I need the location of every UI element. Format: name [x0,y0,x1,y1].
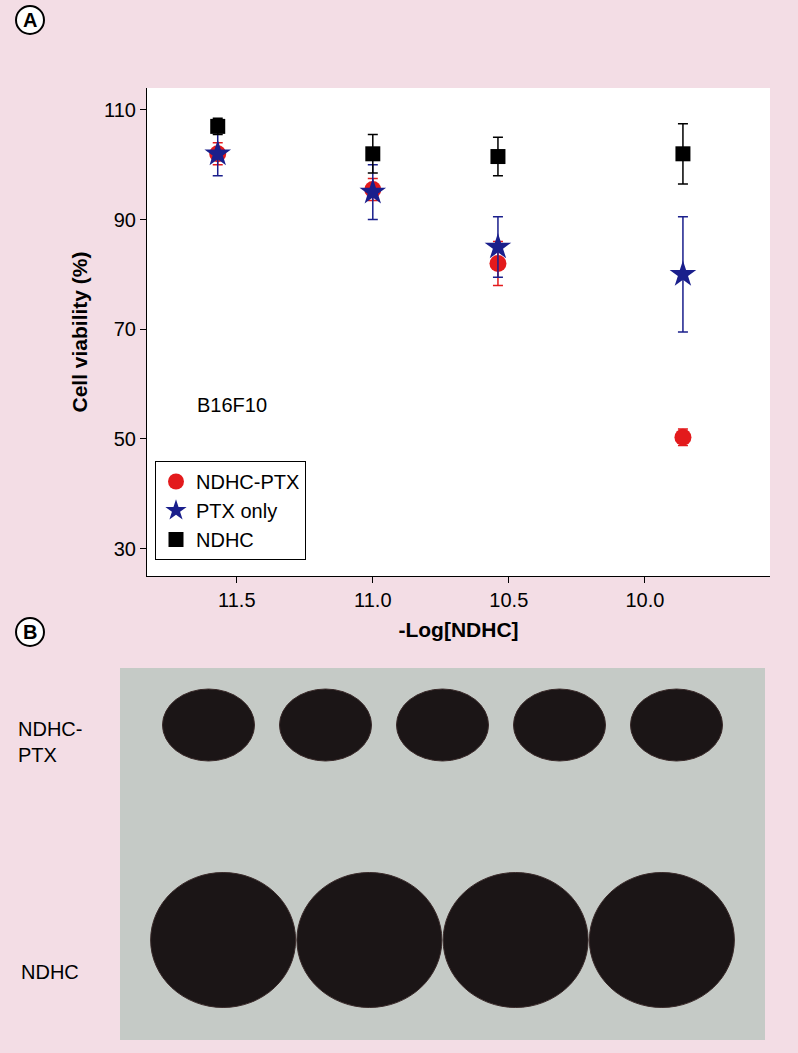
svg-text:11.0: 11.0 [354,589,391,611]
svg-text:A: A [23,9,37,31]
svg-text:NDHC-PTX: NDHC-PTX [196,471,299,493]
svg-text:70: 70 [114,318,136,340]
svg-text:PTX only: PTX only [196,500,277,522]
svg-text:90: 90 [114,209,136,231]
svg-text:NDHC-PTX: NDHC-PTX [18,718,82,766]
svg-text:NDHC: NDHC [196,529,254,551]
svg-text:10.5: 10.5 [489,589,528,611]
svg-text:11.5: 11.5 [218,589,255,611]
svg-text:110: 110 [104,99,136,121]
svg-text:NDHC: NDHC [21,961,79,983]
svg-text:30: 30 [114,538,136,560]
svg-text:-Log[NDHC]: -Log[NDHC] [398,618,518,641]
svg-text:50: 50 [114,428,136,450]
svg-text:10.0: 10.0 [625,589,664,611]
svg-text:B: B [23,621,37,643]
svg-text:Cell viability (%): Cell viability (%) [68,251,91,412]
svg-text:B16F10: B16F10 [197,394,267,416]
